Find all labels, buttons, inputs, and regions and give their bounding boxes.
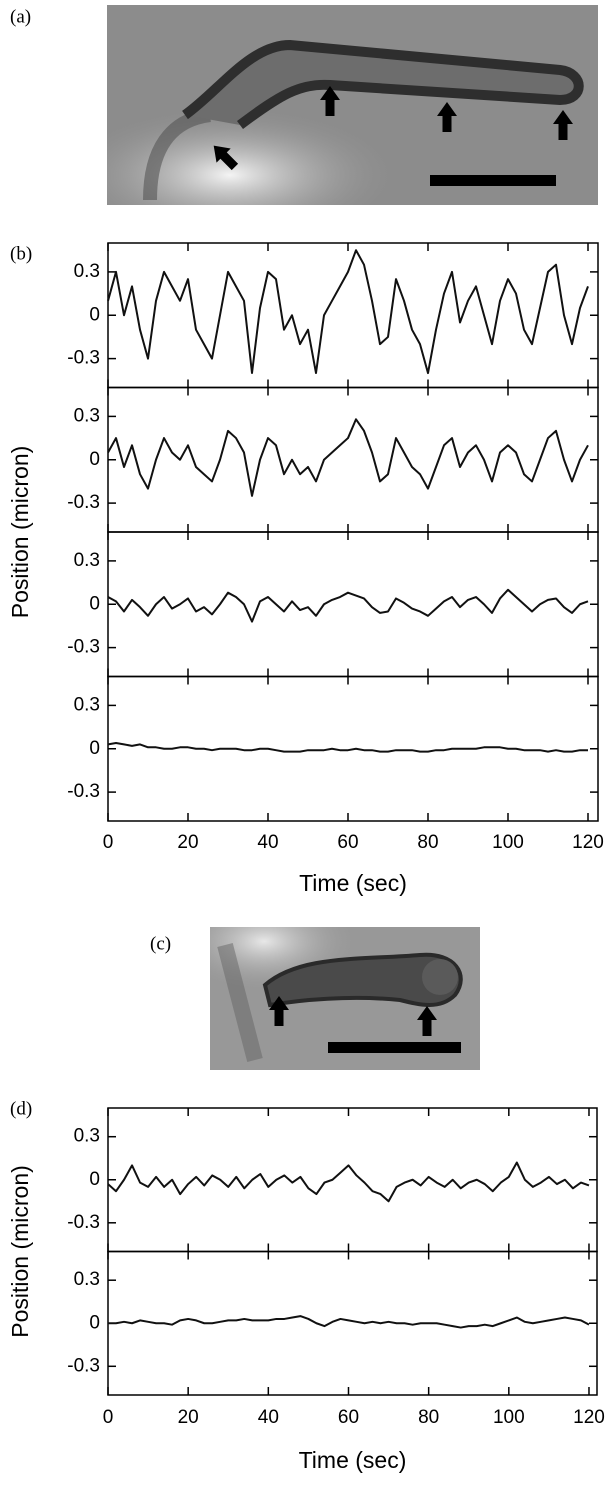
y-tick-label: 0 <box>89 304 100 325</box>
panel-label: (c) <box>150 933 171 954</box>
x-axis-label: Time (sec) <box>299 870 407 896</box>
y-tick-label: 0.3 <box>74 694 100 715</box>
x-tick-label: 120 <box>572 832 604 853</box>
x-tick-label: 100 <box>492 832 524 853</box>
y-axis-label: Position (micron) <box>7 446 33 619</box>
trace <box>107 741 588 753</box>
trace <box>107 588 589 623</box>
y-tick-label: -0.3 <box>67 781 100 802</box>
panel-label: (b) <box>10 243 32 264</box>
x-tick-label: 80 <box>418 1407 439 1428</box>
y-tick-label: 0 <box>89 1169 100 1190</box>
y-tick-label: -0.3 <box>67 492 100 513</box>
x-tick-label: 0 <box>103 1407 114 1428</box>
x-tick-label: 120 <box>573 1407 605 1428</box>
plot-frame <box>107 1250 598 1396</box>
y-tick-label: 0 <box>89 1312 100 1333</box>
y-tick-label: 0 <box>89 449 100 470</box>
y-tick-label: 0.3 <box>74 550 100 571</box>
x-tick-label: 80 <box>417 832 438 853</box>
x-tick-label: 40 <box>257 832 278 853</box>
y-tick-label: 0.3 <box>74 261 100 282</box>
panel-label: (d) <box>10 1098 32 1119</box>
plot-frame <box>107 386 599 533</box>
y-tick-label: 0.3 <box>74 1126 100 1147</box>
trace <box>107 249 589 375</box>
x-tick-label: 20 <box>178 1407 199 1428</box>
y-tick-label: -0.3 <box>67 348 100 369</box>
trace <box>107 418 589 497</box>
x-tick-label: 40 <box>258 1407 279 1428</box>
micrograph-c <box>210 927 480 1070</box>
y-tick-label: 0.3 <box>74 1269 100 1290</box>
y-tick-label: -0.3 <box>67 637 100 658</box>
y-tick-label: -0.3 <box>67 1212 100 1233</box>
x-tick-label: 0 <box>103 832 114 853</box>
plot-frame <box>107 242 599 389</box>
trace <box>108 1315 590 1329</box>
y-tick-label: 0 <box>89 593 100 614</box>
y-tick-label: -0.3 <box>67 1355 100 1376</box>
y-tick-label: 0 <box>89 738 100 759</box>
x-axis-label: Time (sec) <box>299 1447 407 1473</box>
x-tick-label: 60 <box>337 832 358 853</box>
x-tick-label: 20 <box>177 832 198 853</box>
panel-label: (a) <box>10 6 31 27</box>
y-axis-label: Position (micron) <box>7 1165 33 1338</box>
plot-frame <box>107 1107 598 1253</box>
trace <box>107 1161 590 1203</box>
y-tick-label: 0.3 <box>74 405 100 426</box>
x-tick-label: 100 <box>493 1407 525 1428</box>
micrograph-a <box>107 5 598 205</box>
x-tick-label: 60 <box>338 1407 359 1428</box>
